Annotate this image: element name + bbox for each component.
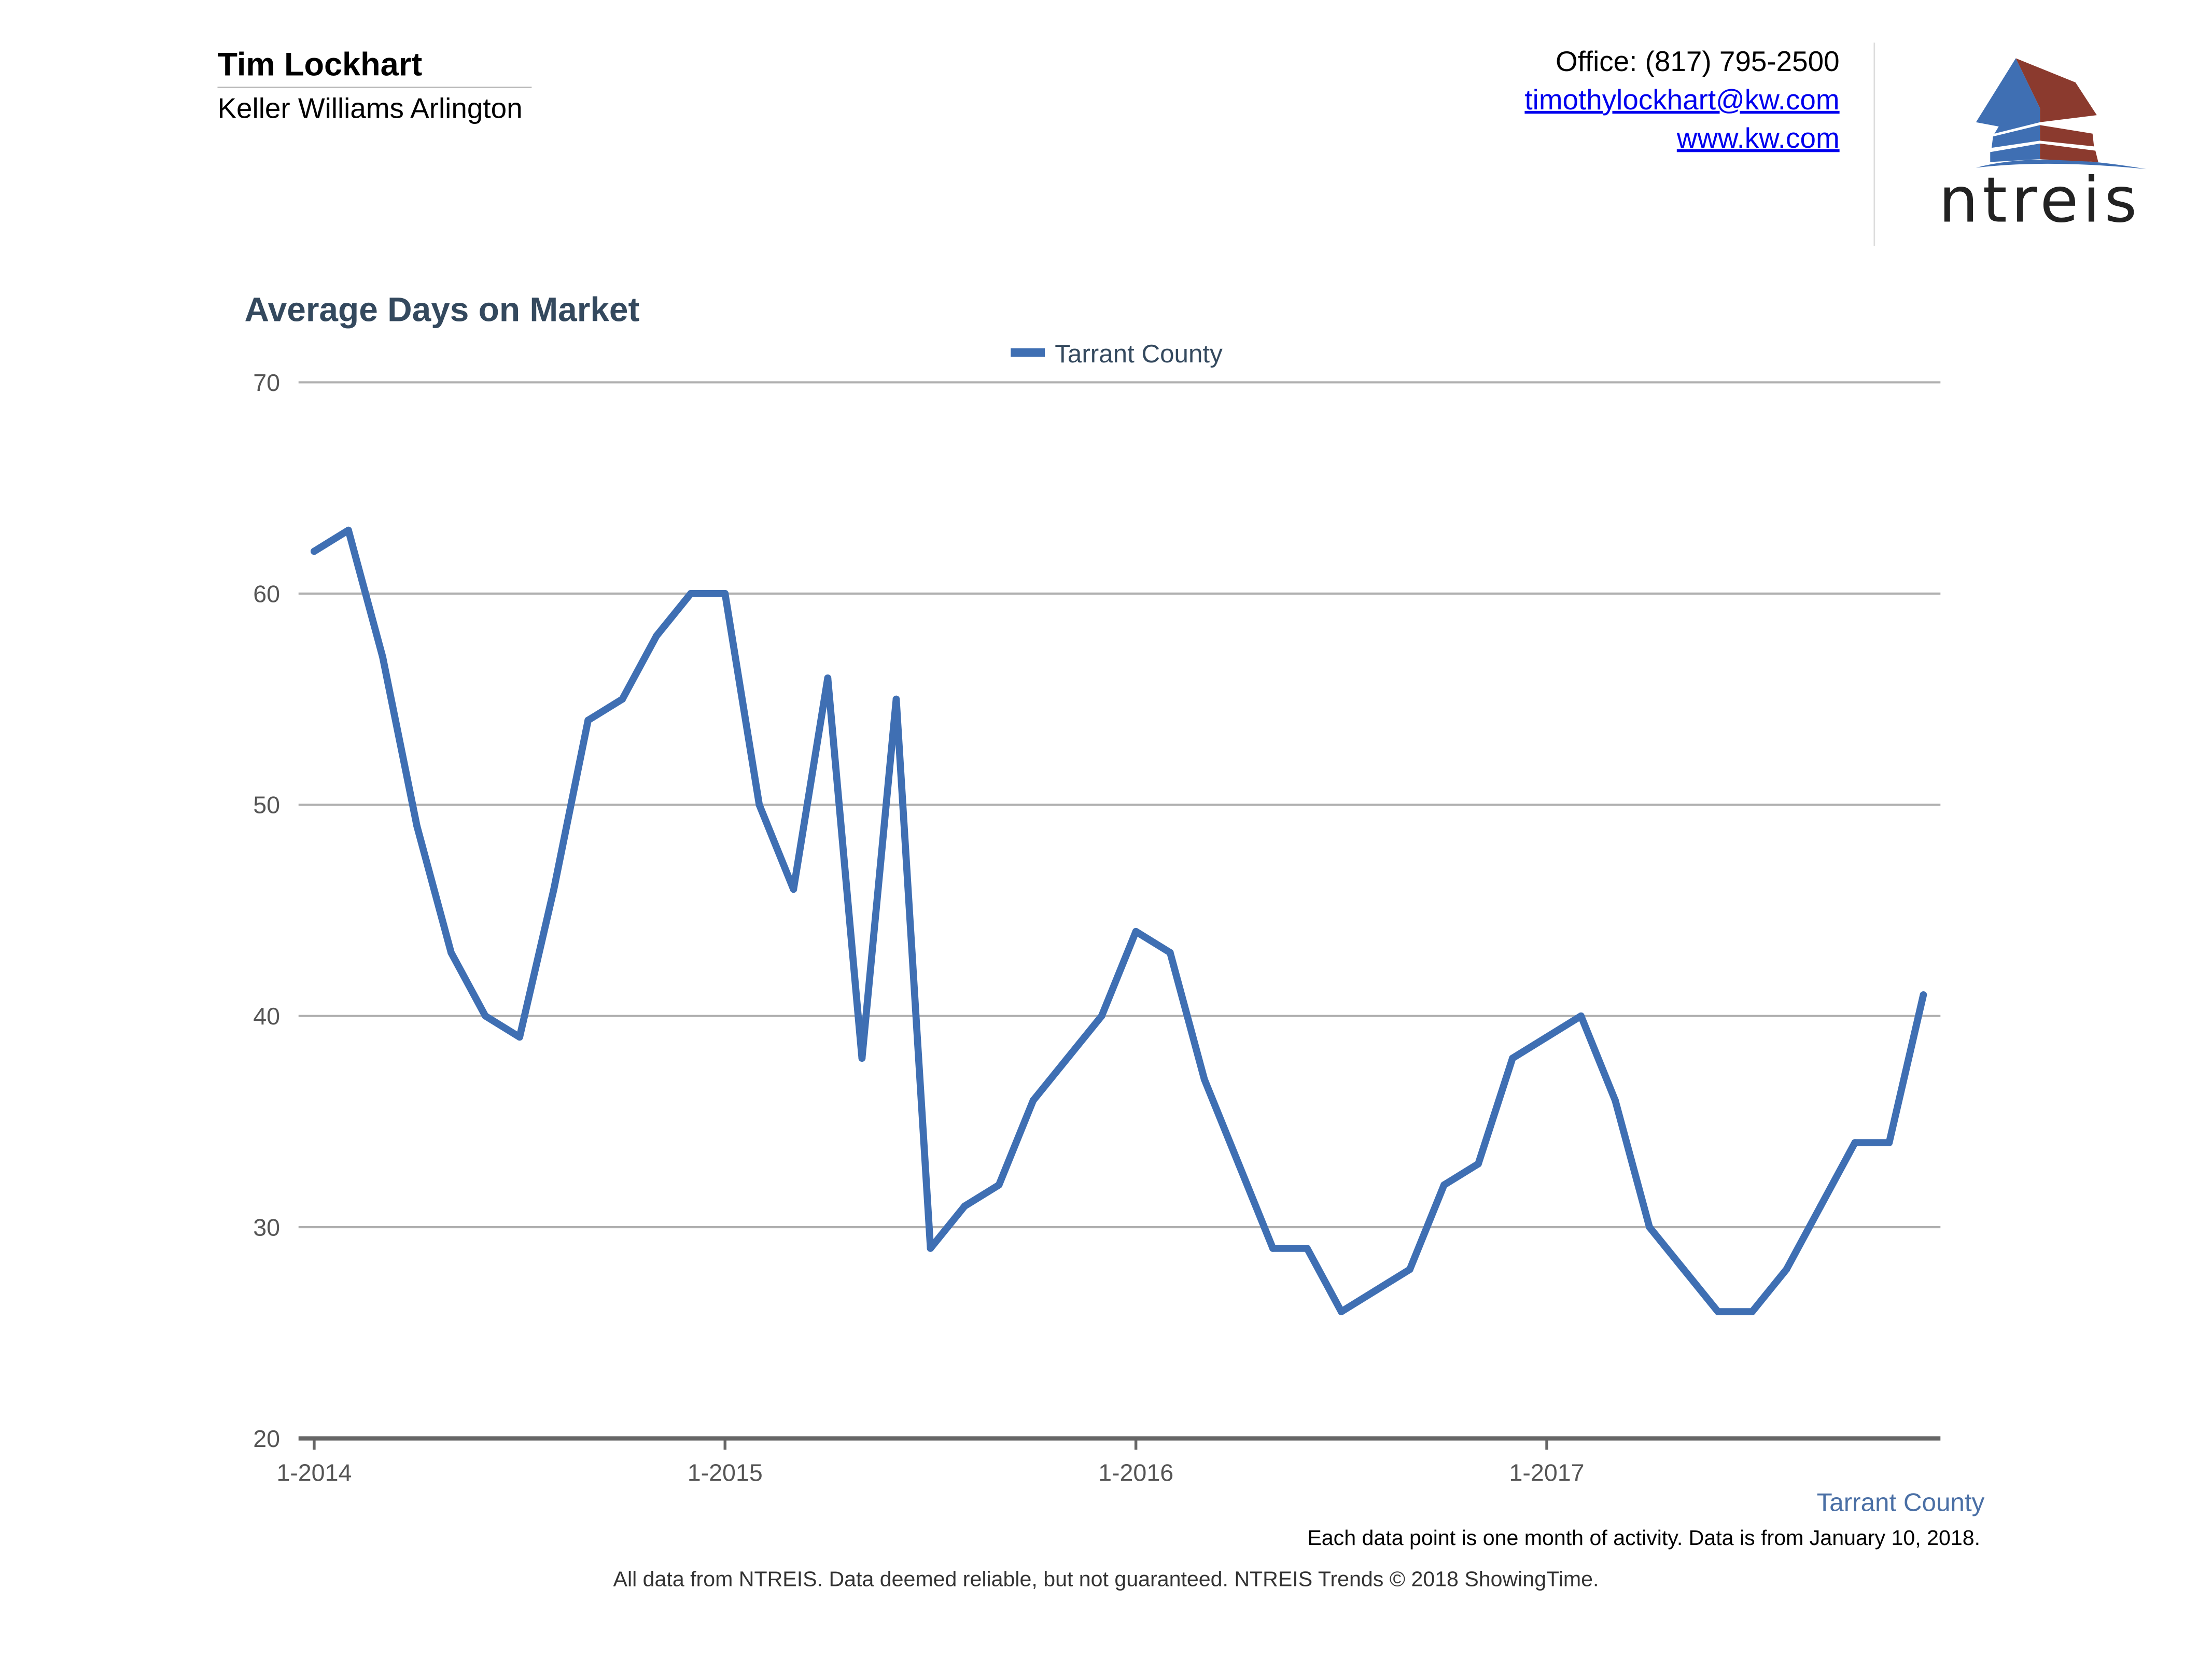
data-point [1783,1266,1790,1273]
data-point [1303,1244,1311,1252]
data-point [1406,1266,1413,1273]
data-point [1612,1096,1619,1104]
data-point [892,695,900,703]
data-point [1372,1287,1379,1295]
data-point [1269,1244,1277,1252]
data-point [516,1033,523,1041]
data-point [447,949,455,957]
data-point [1475,1160,1482,1168]
data-point [345,526,352,534]
legend: Tarrant County [1011,340,1223,368]
y-tick-label: 40 [253,1003,280,1030]
series-line-tarrant-county [311,526,1927,1315]
data-point [1509,1055,1516,1062]
data-point [1748,1308,1756,1315]
y-tick-label: 70 [253,369,280,396]
data-point [1235,1160,1242,1168]
divider [217,87,532,88]
legend-swatch [1011,348,1045,357]
series-label: Tarrant County [1816,1488,1985,1517]
data-point [1337,1308,1345,1315]
x-tick-label: 1-2017 [1509,1459,1584,1486]
vertical-divider [1873,43,1875,246]
data-point [482,1012,489,1020]
data-point [619,695,626,703]
data-point [1577,1012,1585,1020]
data-point [687,590,695,597]
office-phone: Office: (817) 795-2500 [1555,47,1840,78]
data-point [927,1244,934,1252]
data-point [1063,1055,1071,1062]
data-point [1851,1139,1859,1146]
logo-text: ntreis [1939,164,2141,236]
footer-disclaimer: All data from NTREIS. Data deemed reliab… [613,1567,1599,1592]
data-point [1646,1224,1653,1231]
y-tick-label: 30 [253,1214,280,1241]
data-note: Each data point is one month of activity… [1307,1526,1981,1551]
data-point [961,1202,969,1210]
data-point [1680,1266,1688,1273]
data-point [1440,1181,1448,1189]
data-point [413,822,421,830]
agent-name: Tim Lockhart [217,45,423,83]
data-point [550,885,557,893]
data-point [824,674,832,682]
data-point [1543,1033,1550,1041]
data-point [1029,1096,1037,1104]
data-point [1817,1202,1825,1210]
y-tick-label: 20 [253,1425,280,1452]
legend-label: Tarrant County [1055,340,1223,368]
data-point [721,590,729,597]
data-point [1920,991,1927,999]
data-point [653,632,661,640]
data-point [1132,927,1140,935]
chart-title: Average Days on Market [244,291,640,330]
x-tick-label: 1-2016 [1098,1459,1173,1486]
agent-company: Keller Williams Arlington [217,93,523,125]
y-tick-label: 60 [253,580,280,607]
data-point [1714,1308,1722,1315]
x-tick-label: 1-2015 [688,1459,763,1486]
data-point [584,716,592,724]
data-point [379,653,386,660]
data-point [311,547,318,555]
x-tick-label: 1-2014 [276,1459,352,1486]
data-point [1200,1076,1208,1083]
data-point [790,885,797,893]
y-tick-label: 50 [253,792,280,819]
data-point [995,1181,1003,1189]
data-point [755,801,763,809]
data-point [858,1055,866,1062]
website-link[interactable]: www.kw.com [1676,123,1840,155]
data-point [1885,1139,1893,1146]
email-link[interactable]: timothylockhart@kw.com [1524,85,1840,117]
data-point [1166,949,1174,957]
data-point [1098,1012,1105,1020]
ntreis-logo: ntreis [1939,58,2147,236]
